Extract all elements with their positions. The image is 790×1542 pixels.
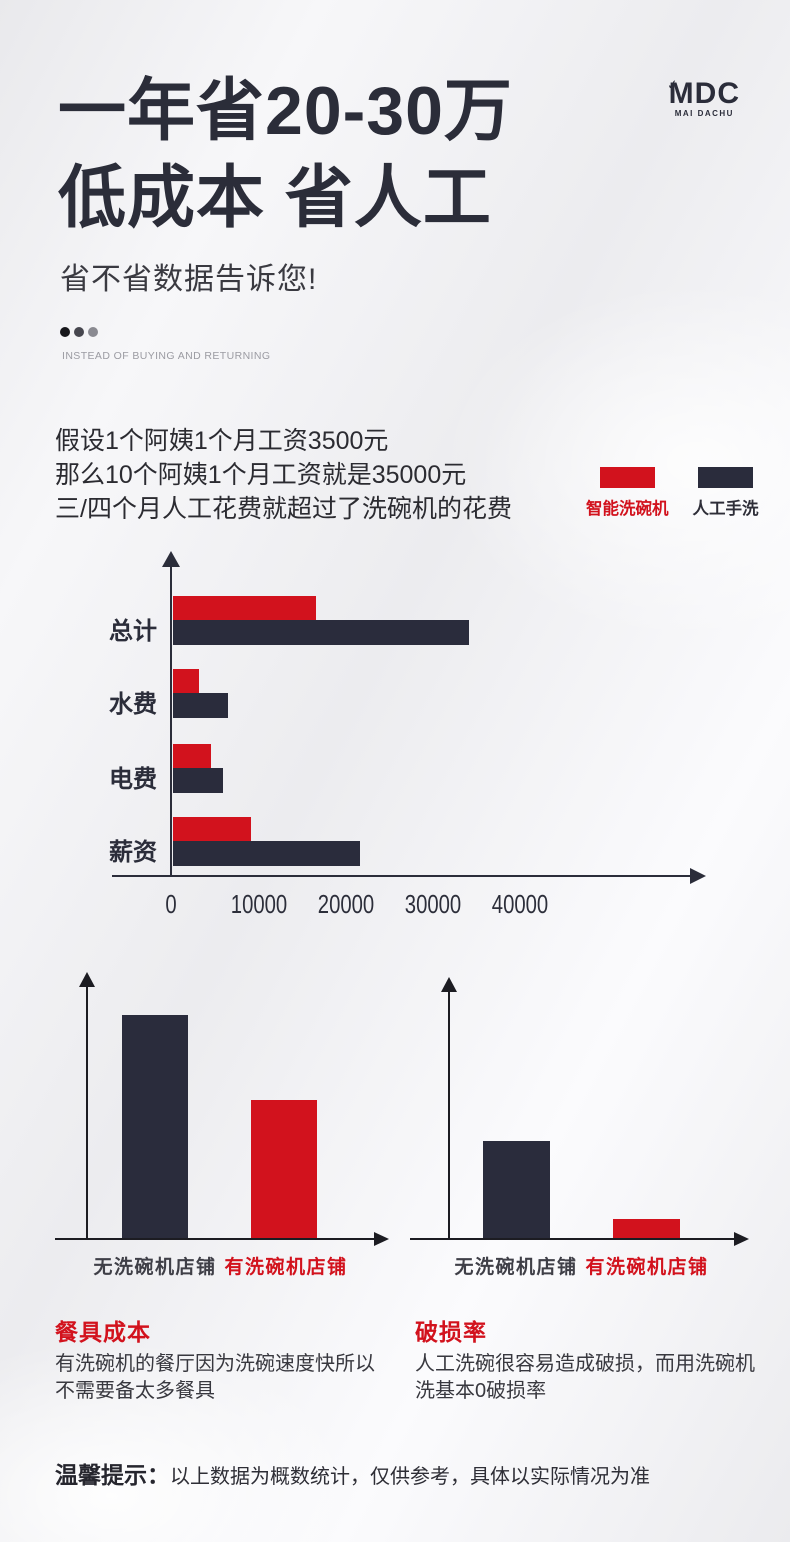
x-tick-label: 10000 <box>230 889 288 919</box>
bar-no-dishwasher <box>122 1015 188 1238</box>
x-axis <box>112 875 692 877</box>
section-desc-tableware-cost: 有洗碗机的餐厅因为洗碗速度快所以 不需要备太多餐具 <box>55 1351 375 1405</box>
desc-line: 洗基本0破损率 <box>415 1380 547 1402</box>
english-tagline: INSTEAD OF BUYING AND RETURNING <box>62 350 271 362</box>
desc-line: 人工洗碗很容易造成破损，而用洗碗机 <box>415 1353 755 1375</box>
bar-smart-dishwasher <box>173 744 212 768</box>
x-axis-arrow-icon <box>734 1232 749 1246</box>
chart-row-water: 水费 <box>0 669 790 718</box>
dot-icon <box>88 327 98 337</box>
x-tick-label: 20000 <box>317 889 375 919</box>
brand-name: ✓ MDC <box>666 76 740 110</box>
chart-row-electricity: 电费 <box>0 744 790 793</box>
chart-row-total: 总计 <box>0 596 790 645</box>
page-title: 一年省20-30万 低成本 省人工 <box>58 68 513 242</box>
category-label: 薪资 <box>109 839 157 866</box>
category-label: 电费 <box>109 766 157 793</box>
y-axis-arrow-icon <box>162 551 180 567</box>
bar-with-dishwasher <box>251 1100 317 1238</box>
desc-line: 不需要备太多餐具 <box>55 1380 215 1402</box>
footer-note: 温馨提示： 以上数据为概数统计，仅供参考，具体以实际情况为准 <box>55 1456 650 1490</box>
desc-line: 有洗碗机的餐厅因为洗碗速度快所以 <box>55 1353 375 1375</box>
intro-paragraph: 假设1个阿姨1个月工资3500元 那么10个阿姨1个月工资就是35000元 三/… <box>55 424 512 526</box>
bar-manual-wash <box>173 620 469 645</box>
bar-no-dishwasher <box>483 1141 550 1238</box>
section-desc-breakage-rate: 人工洗碗很容易造成破损，而用洗碗机 洗基本0破损率 <box>415 1351 755 1405</box>
title-line-2: 低成本 省人工 <box>58 160 492 236</box>
x-tick-label: 40000 <box>491 889 549 919</box>
chart-legend: 智能洗碗机 人工手洗 <box>586 467 759 519</box>
bar-manual-wash <box>173 693 228 718</box>
category-label: 水费 <box>109 691 157 718</box>
brand-logo: ✓ MDC MAI DACHU <box>666 76 740 118</box>
intro-line: 三/四个月人工花费就超过了洗碗机的花费 <box>55 495 512 523</box>
section-title-tableware-cost: 餐具成本 <box>55 1319 151 1345</box>
legend-swatch-red <box>599 467 655 488</box>
bar-with-dishwasher <box>613 1219 680 1238</box>
legend-label: 人工手洗 <box>692 500 759 518</box>
page-subtitle: 省不省数据告诉您! <box>60 263 318 296</box>
bar-manual-wash <box>173 768 223 793</box>
y-axis-arrow-icon <box>441 977 457 992</box>
bar-smart-dishwasher <box>173 817 252 841</box>
logo-check-icon: ✓ <box>665 76 680 93</box>
x-axis-arrow-icon <box>374 1232 389 1246</box>
y-axis <box>448 990 450 1239</box>
brand-name-text: MDC <box>668 77 740 110</box>
dot-icon <box>74 327 84 337</box>
x-axis <box>410 1238 735 1240</box>
x-tick-label: 30000 <box>404 889 462 919</box>
category-label: 无洗碗机店铺 <box>454 1257 578 1278</box>
legend-swatch-dark <box>698 467 753 488</box>
x-tick-label: 0 <box>165 889 177 919</box>
cost-comparison-chart: 总计 水费 电费 薪资 0 10000 20000 30000 40000 <box>0 545 790 945</box>
section-title-breakage-rate: 破损率 <box>415 1319 487 1345</box>
x-axis-arrow-icon <box>690 868 706 884</box>
footer-body: 以上数据为概数统计，仅供参考，具体以实际情况为准 <box>170 1466 650 1488</box>
legend-item-manual-wash: 人工手洗 <box>693 467 759 519</box>
legend-label: 智能洗碗机 <box>586 500 669 518</box>
mini-charts: 无洗碗机店铺 有洗碗机店铺 无洗碗机店铺 有洗碗机店铺 <box>0 960 790 1290</box>
y-axis-arrow-icon <box>79 972 95 987</box>
x-axis <box>55 1238 375 1240</box>
legend-item-smart-dishwasher: 智能洗碗机 <box>586 467 669 519</box>
category-label: 无洗碗机店铺 <box>93 1257 217 1278</box>
brand-subname: MAI DACHU <box>674 109 734 118</box>
category-label: 有洗碗机店铺 <box>224 1257 348 1278</box>
category-label: 总计 <box>109 618 157 645</box>
bar-manual-wash <box>173 841 360 866</box>
decorative-dots <box>60 327 98 337</box>
y-axis <box>86 985 88 1239</box>
chart-row-salary: 薪资 <box>0 817 790 866</box>
y-axis <box>170 565 172 877</box>
bar-smart-dishwasher <box>173 596 316 620</box>
intro-line: 那么10个阿姨1个月工资就是35000元 <box>55 461 467 489</box>
category-label: 有洗碗机店铺 <box>585 1257 709 1278</box>
bar-smart-dishwasher <box>173 669 200 693</box>
title-line-1: 一年省20-30万 <box>58 73 513 149</box>
intro-line: 假设1个阿姨1个月工资3500元 <box>55 427 389 455</box>
dot-icon <box>60 327 70 337</box>
footer-prefix: 温馨提示： <box>55 1462 170 1488</box>
